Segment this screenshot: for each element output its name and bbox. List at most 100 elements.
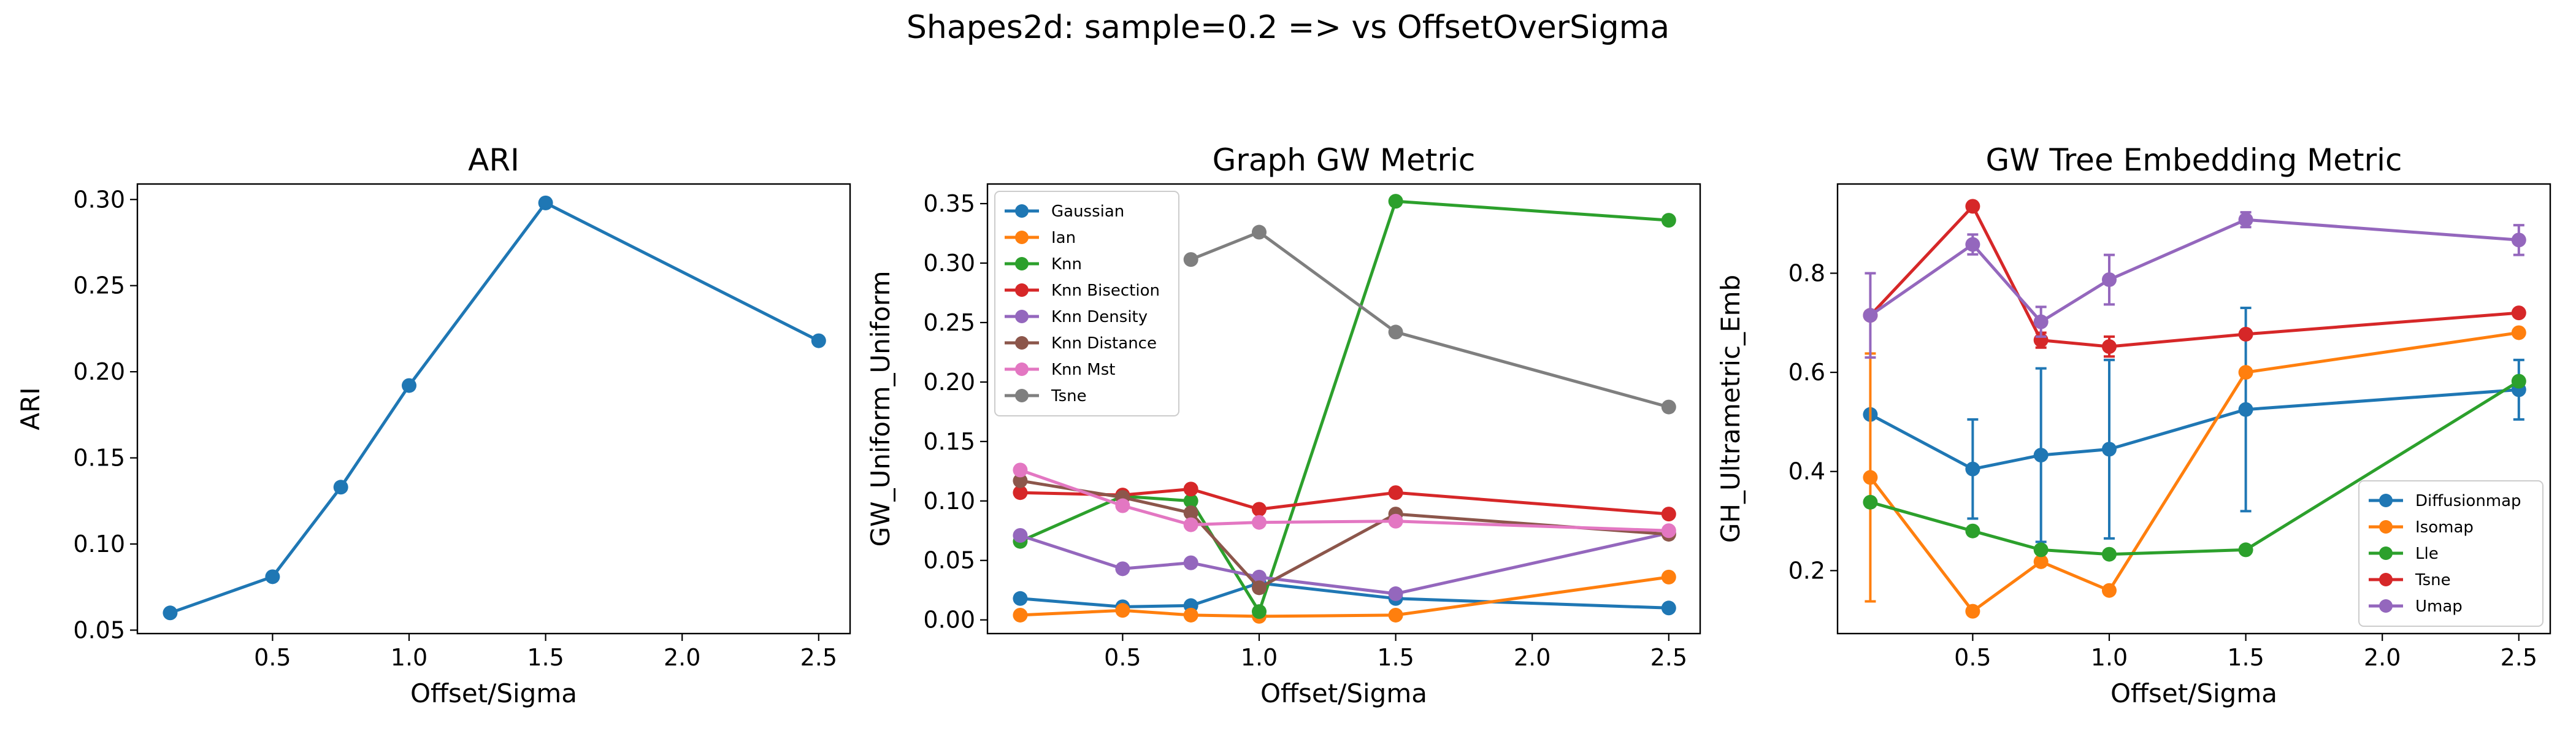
chart-1-legend-marker xyxy=(1015,257,1029,270)
chart-2-legend-box xyxy=(2358,480,2543,627)
chart-2-y-tick-label: 0.8 xyxy=(1788,259,1825,286)
chart-2-data-point xyxy=(1965,604,1980,619)
chart-1-data-point xyxy=(1251,569,1267,585)
chart-2-data-point xyxy=(1965,523,1980,539)
chart-0-y-axis-label: ARI xyxy=(15,387,45,430)
chart-0-axes-frame xyxy=(136,183,851,635)
chart-1-x-axis-label: Offset/Sigma xyxy=(1260,678,1427,708)
chart-0-data-point xyxy=(333,480,348,495)
chart-2-x-tick-label: 0.5 xyxy=(1954,644,1991,671)
chart-1-x-tick-label: 1.5 xyxy=(1377,644,1414,671)
chart-1-data-point xyxy=(1251,515,1267,530)
chart-1-y-tick-label: 0.15 xyxy=(923,428,975,455)
chart-1-series-line xyxy=(1019,199,1669,613)
chart-2-legend-marker xyxy=(2379,599,2393,613)
chart-1-legend-label: Knn Bisection xyxy=(1051,282,1160,300)
chart-1-data-point xyxy=(1251,604,1267,619)
chart-2-data-point xyxy=(2238,365,2253,380)
chart-2-legend-label: Diffusionmap xyxy=(2415,492,2521,510)
chart-1-y-tick-label: 0.20 xyxy=(923,369,975,396)
chart-1-data-point xyxy=(1183,505,1198,521)
chart-1-data-point xyxy=(1013,591,1028,606)
chart-1-data-point xyxy=(1115,498,1130,513)
chart-2-x-tick-label: 2.0 xyxy=(2364,644,2401,671)
chart-2-data-point xyxy=(2033,542,2049,558)
chart-1-data-point xyxy=(1388,485,1403,500)
chart-0-x-tick-label: 1.5 xyxy=(527,644,564,671)
chart-1-series-line xyxy=(1019,469,1669,532)
chart-2-data-point xyxy=(2101,339,2117,355)
chart-2-data-point xyxy=(2033,448,2049,463)
chart-2-y-axis-label: GH_Ultrametric_Emb xyxy=(1715,275,1746,543)
chart-1-data-point xyxy=(1013,528,1028,543)
chart-1-axes-frame xyxy=(986,183,1701,635)
chart-2-series-line xyxy=(1869,388,2519,471)
chart-1-data-point xyxy=(1183,481,1198,497)
chart-1-data-point xyxy=(1388,586,1403,602)
chart-2-data-point xyxy=(2511,305,2526,321)
chart-1-legend-label: Knn Density xyxy=(1051,308,1148,326)
chart-1-data-point xyxy=(1388,607,1403,623)
chart-0-y-tick-label: 0.10 xyxy=(73,531,125,558)
figure-suptitle: Shapes2d: sample=0.2 => vs OffsetOverSig… xyxy=(907,9,1669,46)
chart-0-series-line xyxy=(169,201,819,615)
chart-1-legend-marker xyxy=(1015,389,1029,402)
chart-2-legend-marker xyxy=(2379,494,2393,507)
chart-0-x-tick-label: 0.5 xyxy=(254,644,291,671)
chart-1-data-point xyxy=(1661,507,1676,522)
chart-1-y-axis-label: GW_Uniform_Uniform xyxy=(865,271,895,547)
chart-1-y-tick-label: 0.30 xyxy=(923,250,975,277)
chart-0-series-series-0 xyxy=(163,195,826,621)
chart-2-legend-marker xyxy=(2379,546,2393,560)
chart-0-x-tick-label: 1.0 xyxy=(391,644,427,671)
chart-0-y-tick-label: 0.30 xyxy=(73,186,125,213)
chart-2-legend-label: Tsne xyxy=(2415,571,2451,589)
chart-1-data-point xyxy=(1661,399,1676,415)
chart-1-legend-label: Knn Distance xyxy=(1051,334,1157,353)
chart-2-data-point xyxy=(2511,232,2526,248)
chart-1-data-point xyxy=(1661,213,1676,228)
chart-1-legend-marker xyxy=(1015,336,1029,350)
chart-2-series-umap xyxy=(1863,211,2526,359)
chart-2-data-point xyxy=(1965,461,1980,477)
chart-2-legend-label: Lle xyxy=(2415,545,2439,563)
chart-2-title: GW Tree Embedding Metric xyxy=(1985,142,2402,178)
chart-1-legend-label: Knn Mst xyxy=(1051,361,1115,379)
chart-2-series-isomap xyxy=(1863,325,2526,619)
chart-1-data-point xyxy=(1388,513,1403,529)
chart-0-x-tick-label: 2.0 xyxy=(664,644,700,671)
chart-0-y-tick-label: 0.20 xyxy=(73,358,125,385)
chart-1-series-line xyxy=(1019,531,1669,596)
chart-1-data-point xyxy=(1115,603,1130,618)
chart-2-axes-frame xyxy=(1836,183,2551,635)
chart-2-x-tick-label: 2.5 xyxy=(2501,644,2537,671)
chart-1-data-point xyxy=(1251,224,1267,240)
chart-2-x-tick-label: 1.5 xyxy=(2227,644,2264,671)
chart-1-y-tick-label: 0.00 xyxy=(923,607,975,634)
chart-2-series-line xyxy=(1869,380,2520,556)
chart-2-series-line xyxy=(1869,204,2519,348)
panel-ari: ARI Offset/Sigma ARI 0.5 1.0 1.5 2.0 2.5 0.05 0.1… xyxy=(15,142,851,708)
chart-0-x-axis-label: Offset/Sigma xyxy=(410,678,577,708)
chart-1-legend-label: Gaussian xyxy=(1051,202,1124,221)
chart-1-legend-box xyxy=(994,191,1179,416)
chart-0-data-point xyxy=(401,378,416,393)
chart-1-x-tick-label: 1.0 xyxy=(1241,644,1278,671)
chart-1-data-point xyxy=(1183,555,1198,570)
chart-1-legend: Gaussian Ian Knn Knn Bisection Knn Density Kn… xyxy=(994,191,1179,416)
panel-gw-tree-embedding-metric: GW Tree Embedding Metric Offset/Sigma GH_U… xyxy=(1715,142,2551,708)
chart-2-data-point xyxy=(2033,314,2049,329)
chart-1-data-point xyxy=(1013,607,1028,623)
chart-2-data-point xyxy=(2101,272,2117,287)
chart-2-legend-marker xyxy=(2379,573,2393,586)
chart-1-series-line xyxy=(1019,479,1669,589)
chart-2-y-tick-label: 0.6 xyxy=(1788,359,1825,386)
chart-2-data-point xyxy=(1863,470,1878,485)
chart-1-data-point xyxy=(1013,485,1028,500)
chart-1-data-point xyxy=(1183,493,1198,508)
chart-1-legend-marker xyxy=(1015,310,1029,323)
chart-2-data-point xyxy=(2101,583,2117,598)
chart-1-series-line xyxy=(1020,581,1669,610)
